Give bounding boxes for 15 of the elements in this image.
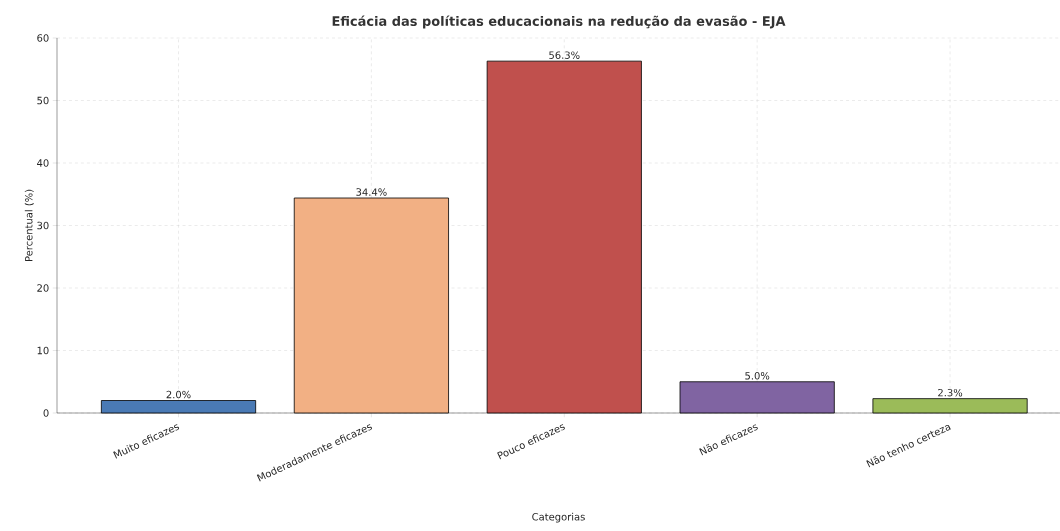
y-tick-label: 30 <box>37 221 49 230</box>
y-axis-title: Percentual (%) <box>24 189 34 262</box>
y-tick-label: 0 <box>43 409 49 417</box>
data-label: 2.0% <box>166 390 191 399</box>
y-tick-label: 50 <box>37 96 49 105</box>
data-label: 2.3% <box>938 388 963 397</box>
y-tick-label: 40 <box>37 159 49 167</box>
y-tick-label: 10 <box>37 346 49 355</box>
data-label: 5.0% <box>745 372 770 380</box>
y-tick-label: 20 <box>37 284 49 292</box>
chart-title: Eficácia das políticas educacionais na redução da evasão - EJA <box>332 15 786 29</box>
data-label: 56.3% <box>549 51 580 59</box>
data-label: 34.4% <box>356 188 387 196</box>
x-axis-title: Categorias <box>532 512 585 523</box>
y-tick-label: 60 <box>37 34 49 42</box>
